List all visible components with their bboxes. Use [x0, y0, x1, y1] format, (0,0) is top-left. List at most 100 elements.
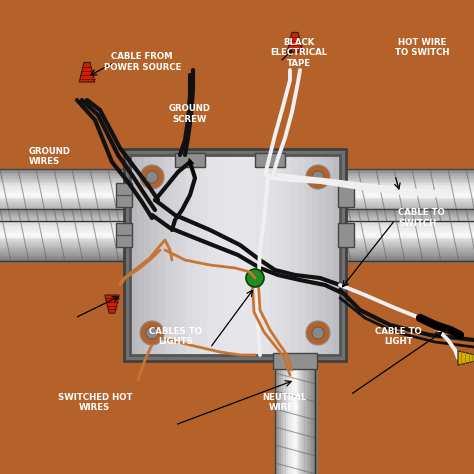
Bar	[0, 210, 130, 212]
Bar	[249, 155, 257, 355]
Bar	[313, 355, 316, 474]
Bar	[340, 236, 474, 238]
Bar	[158, 155, 166, 355]
Bar	[0, 169, 130, 171]
Bar	[235, 155, 243, 355]
Bar	[0, 214, 130, 216]
Polygon shape	[287, 32, 303, 52]
Bar	[340, 245, 474, 247]
Bar	[340, 169, 474, 171]
Bar	[256, 155, 264, 355]
Bar	[275, 355, 278, 474]
Bar	[340, 212, 474, 214]
Bar	[200, 155, 208, 355]
Bar	[333, 155, 341, 355]
Bar	[340, 221, 474, 223]
Bar	[340, 229, 474, 231]
Bar	[340, 216, 474, 218]
Bar	[0, 255, 130, 258]
Text: BLACK
ELECTRICAL
TAPE: BLACK ELECTRICAL TAPE	[270, 38, 327, 68]
Bar	[304, 355, 307, 474]
Bar	[0, 209, 130, 211]
Bar	[340, 243, 474, 246]
Bar	[285, 355, 288, 474]
Bar	[340, 261, 474, 263]
Bar	[298, 155, 306, 355]
Bar	[0, 239, 130, 242]
Text: NEUTRAL
WIRES: NEUTRAL WIRES	[262, 393, 307, 412]
Bar	[0, 212, 130, 214]
Bar	[0, 245, 130, 247]
Bar	[309, 355, 311, 474]
Bar	[307, 355, 309, 474]
Bar	[296, 355, 299, 474]
Bar	[340, 259, 474, 262]
Bar	[340, 205, 474, 207]
Bar	[340, 239, 474, 242]
Bar	[0, 198, 130, 200]
Bar	[0, 227, 130, 229]
Text: SWITCHED HOT
WIRES: SWITCHED HOT WIRES	[57, 393, 132, 412]
Polygon shape	[458, 351, 474, 365]
Circle shape	[146, 327, 158, 339]
Bar	[315, 355, 318, 474]
Polygon shape	[79, 63, 95, 82]
Bar	[340, 191, 474, 193]
Bar	[340, 192, 474, 195]
Bar	[116, 183, 132, 207]
Bar	[340, 227, 474, 229]
Bar	[0, 218, 130, 220]
Bar	[228, 155, 236, 355]
Bar	[326, 155, 334, 355]
Bar	[0, 183, 130, 186]
Bar	[302, 355, 305, 474]
Bar	[340, 209, 474, 211]
Bar	[340, 257, 474, 260]
Circle shape	[312, 171, 324, 183]
Bar	[0, 192, 130, 195]
Bar	[340, 230, 474, 233]
Bar	[340, 174, 474, 177]
Bar	[186, 155, 194, 355]
Bar	[0, 252, 130, 255]
Bar	[0, 171, 130, 173]
Bar	[0, 216, 130, 219]
Bar	[340, 196, 474, 198]
Bar	[305, 155, 313, 355]
Bar	[340, 234, 474, 237]
Bar	[0, 182, 130, 184]
Bar	[340, 211, 474, 213]
Text: HOT WIRE
TO SWITCH: HOT WIRE TO SWITCH	[395, 38, 449, 57]
Bar	[0, 248, 130, 251]
Bar	[0, 216, 130, 218]
Bar	[340, 225, 474, 228]
Bar	[0, 236, 130, 238]
Bar	[340, 218, 474, 220]
Bar	[277, 155, 285, 355]
Circle shape	[140, 321, 164, 345]
Bar	[0, 259, 130, 262]
Bar	[0, 187, 130, 189]
Bar	[340, 203, 474, 205]
Bar	[0, 229, 130, 231]
Bar	[281, 355, 284, 474]
Bar	[0, 185, 130, 187]
Bar	[340, 189, 474, 191]
Bar	[0, 257, 130, 260]
Bar	[255, 153, 285, 167]
Bar	[340, 246, 474, 249]
Bar	[0, 223, 130, 226]
Bar	[0, 203, 130, 205]
Bar	[175, 153, 205, 167]
Bar	[242, 155, 250, 355]
Bar	[277, 355, 280, 474]
Bar	[130, 155, 138, 355]
Text: GROUND
SCREW: GROUND SCREW	[169, 104, 210, 124]
Bar	[0, 194, 130, 196]
Bar	[0, 232, 130, 235]
Bar	[0, 196, 130, 198]
Text: CABLE FROM
POWER SOURCE: CABLE FROM POWER SOURCE	[103, 52, 181, 72]
Bar	[221, 155, 229, 355]
Bar	[340, 187, 474, 189]
Bar	[0, 243, 130, 246]
